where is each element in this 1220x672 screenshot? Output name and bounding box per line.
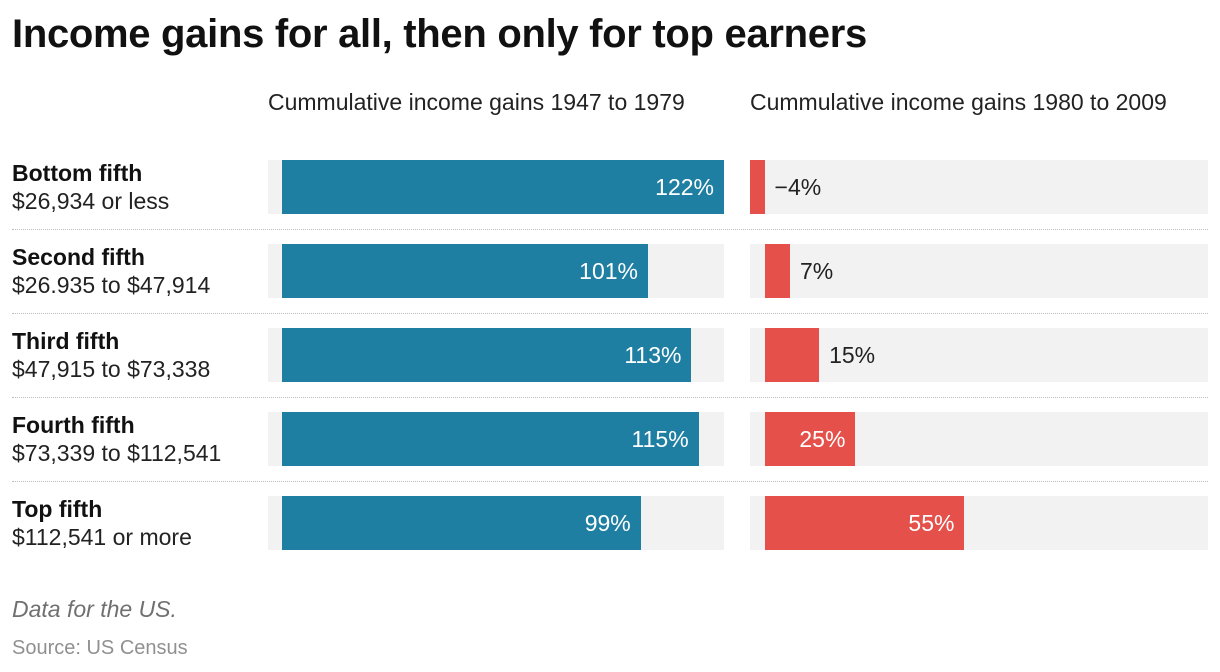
value-label: 55% — [908, 510, 955, 536]
value-label: 113% — [624, 342, 682, 368]
row-third-fifth: Third fifth $47,915 to $73,338 113% 15% — [0, 328, 1220, 382]
category-label: Bottom fifth $26,934 or less — [12, 160, 262, 216]
left-panel-track: 122% — [268, 160, 724, 214]
category-name: Third fifth — [12, 328, 120, 354]
chart-title: Income gains for all, then only for top … — [12, 12, 867, 56]
row-separator — [12, 397, 1208, 398]
value-label: 15% — [829, 342, 876, 368]
bar-bottom-fifth-1947-1979 — [282, 160, 724, 214]
right-panel-heading: Cummulative income gains 1980 to 2009 — [750, 89, 1167, 115]
category-name: Bottom fifth — [12, 160, 143, 186]
category-name: Fourth fifth — [12, 412, 135, 438]
category-income-range: $47,915 to $73,338 — [12, 356, 211, 382]
row-top-fifth: Top fifth $112,541 or more 99% 55% — [0, 496, 1220, 550]
left-panel-track: 113% — [268, 328, 724, 382]
row-bottom-fifth: Bottom fifth $26,934 or less 122% −4% — [0, 160, 1220, 214]
right-panel-track: 15% — [750, 328, 1208, 382]
chart-source: Source: US Census — [12, 637, 188, 659]
left-panel-track: 115% — [268, 412, 724, 466]
bar-second-fifth-1980-2009 — [764, 244, 790, 298]
right-panel-track: −4% — [750, 160, 1208, 214]
bar-bottom-fifth-1980-2009 — [750, 160, 765, 214]
value-label: 7% — [799, 258, 834, 284]
left-panel-track: 99% — [268, 496, 724, 550]
bar-second-fifth-1947-1979 — [282, 244, 648, 298]
category-name: Second fifth — [12, 244, 145, 270]
right-panel-track: 25% — [750, 412, 1208, 466]
bar-third-fifth-1947-1979 — [282, 328, 692, 382]
category-income-range: $26.935 to $47,914 — [12, 272, 211, 298]
category-income-range: $112,541 or more — [12, 524, 192, 550]
row-second-fifth: Second fifth $26.935 to $47,914 101% 7% — [0, 244, 1220, 298]
category-income-range: $26,934 or less — [12, 188, 170, 214]
category-label: Fourth fifth $73,339 to $112,541 — [12, 412, 262, 468]
bar-fourth-fifth-1980-2009 — [764, 412, 856, 466]
bar-third-fifth-1980-2009 — [764, 328, 820, 382]
left-panel-track: 101% — [268, 244, 724, 298]
bar-fourth-fifth-1947-1979 — [282, 412, 699, 466]
right-panel-track: 7% — [750, 244, 1208, 298]
value-label: 101% — [579, 258, 638, 284]
category-label: Third fifth $47,915 to $73,338 — [12, 328, 262, 384]
category-income-range: $73,339 to $112,541 — [12, 440, 222, 466]
row-separator — [12, 229, 1208, 230]
value-label: 99% — [584, 510, 631, 536]
bar-top-fifth-1947-1979 — [282, 496, 641, 550]
bar-top-fifth-1980-2009 — [764, 496, 965, 550]
chart-note: Data for the US. — [12, 596, 177, 622]
category-label: Top fifth $112,541 or more — [12, 496, 262, 552]
row-fourth-fifth: Fourth fifth $73,339 to $112,541 115% 25% — [0, 412, 1220, 466]
row-separator — [12, 481, 1208, 482]
row-separator — [12, 313, 1208, 314]
value-label: −4% — [774, 174, 822, 200]
category-name: Top fifth — [12, 496, 103, 522]
right-panel-track: 55% — [750, 496, 1208, 550]
category-label: Second fifth $26.935 to $47,914 — [12, 244, 262, 300]
value-label: 122% — [655, 174, 714, 200]
value-label: 115% — [631, 426, 689, 452]
value-label: 25% — [799, 426, 846, 452]
left-panel-heading: Cummulative income gains 1947 to 1979 — [268, 89, 685, 115]
